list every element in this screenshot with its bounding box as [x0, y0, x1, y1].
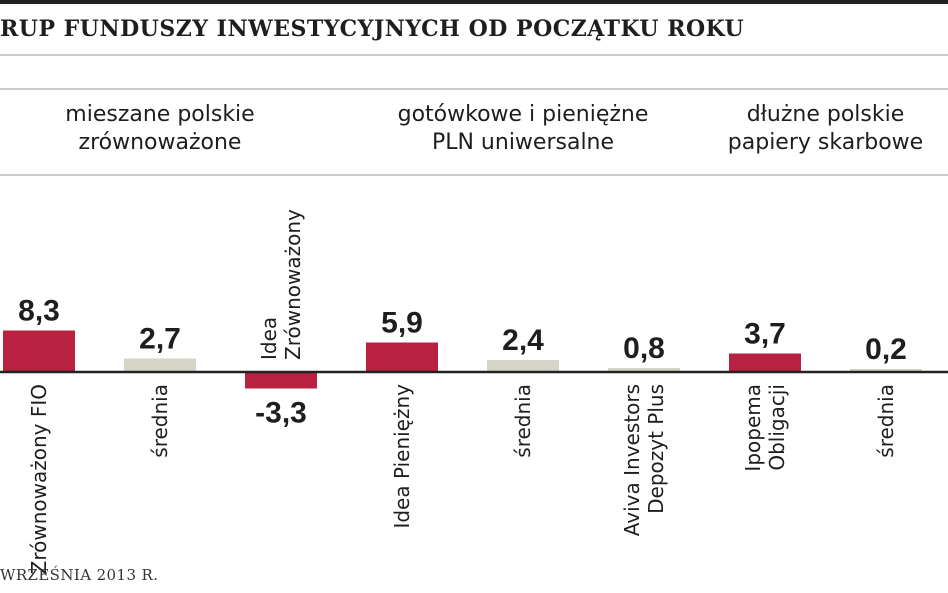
- group-label-2: dłużne polskie papiery skarbowe: [728, 102, 923, 155]
- category-label: Zrównoważony FIO: [27, 384, 51, 574]
- category-label: Idea Pieniężny: [390, 384, 414, 529]
- group-label-line: gotówkowe i pieniężne: [398, 102, 649, 127]
- chart-title: RUP FUNDUSZY INWESTYCYJNYCH OD POCZĄTKU …: [0, 16, 745, 42]
- group-label-line: dłużne polskie: [747, 102, 905, 127]
- category-label: IdeaZrównoważony: [257, 209, 305, 360]
- data-label: 3,7: [744, 318, 786, 351]
- data-label: 0,2: [865, 333, 907, 366]
- bar: [124, 358, 196, 372]
- category-label-line: średnia: [874, 384, 898, 458]
- data-label: -3,3: [255, 397, 307, 430]
- category-label-line: Aviva Investors: [620, 384, 644, 536]
- category-label-line: Depozyt Plus: [644, 384, 668, 514]
- bar: [3, 330, 75, 372]
- data-label: 2,4: [502, 324, 544, 357]
- category-label: średnia: [511, 384, 535, 458]
- group-label-line: mieszane polskie: [65, 102, 254, 127]
- bar: [729, 353, 801, 372]
- category-label: średnia: [874, 384, 898, 458]
- category-label: IpopemaObligacji: [741, 384, 789, 472]
- bar: [487, 360, 559, 372]
- category-label-line: Zrównoważony FIO: [27, 384, 51, 574]
- group-label-line: zrównoważone: [79, 130, 242, 155]
- category-label-line: Idea Pieniężny: [390, 384, 414, 529]
- chart-footnote: WRZEŚNIA 2013 R.: [0, 566, 159, 584]
- category-label-line: Zrównoważony: [281, 209, 305, 360]
- bar: [245, 372, 317, 389]
- bar: [850, 369, 922, 372]
- bar: [366, 342, 438, 372]
- data-label: 5,9: [381, 307, 423, 340]
- category-label-line: Obligacji: [765, 384, 789, 471]
- group-label-line: PLN uniwersalne: [432, 130, 614, 155]
- group-label-line: papiery skarbowe: [728, 130, 923, 155]
- data-label: 0,8: [623, 332, 665, 365]
- category-label: średnia: [148, 384, 172, 458]
- data-label: 2,7: [139, 323, 181, 356]
- bar: [608, 368, 680, 372]
- group-label-0: mieszane polskie zrównoważone: [65, 102, 254, 155]
- group-label-1: gotówkowe i pieniężne PLN uniwersalne: [398, 102, 649, 155]
- category-label-line: Idea: [257, 317, 281, 360]
- data-label: 8,3: [18, 295, 60, 328]
- category-label: Aviva InvestorsDepozyt Plus: [620, 384, 668, 536]
- category-label-line: średnia: [511, 384, 535, 458]
- category-label-line: Ipopema: [741, 384, 765, 472]
- category-label-line: średnia: [148, 384, 172, 458]
- top-rule: [0, 0, 948, 4]
